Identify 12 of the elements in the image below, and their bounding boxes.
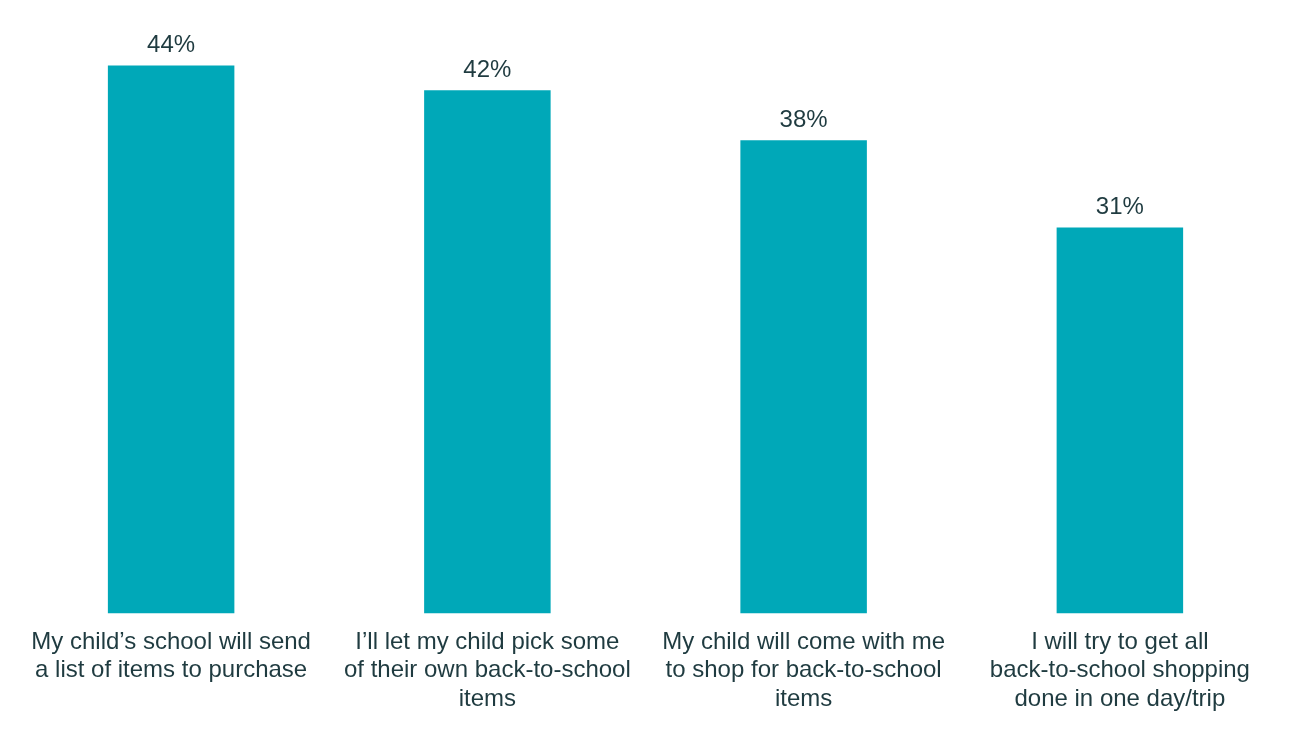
x-tick-label: I’ll let my child pick some of their own back-to-school items xyxy=(343,626,631,712)
data-label: 42% xyxy=(463,55,512,82)
data-label: 38% xyxy=(779,104,828,132)
bar xyxy=(740,140,867,614)
data-label: 44% xyxy=(147,30,196,58)
bar xyxy=(107,65,235,614)
bar xyxy=(424,90,551,614)
x-tick-label: I will try to get all back-to-school shopping done in one day/trip xyxy=(989,626,1250,712)
data-label: 31% xyxy=(1095,192,1144,220)
bar xyxy=(1056,227,1184,614)
x-tick-label: My child will come with me to shop for back-to-school items xyxy=(662,626,945,712)
x-tick-label: My child’s school will send a list of items to purchase xyxy=(31,626,311,683)
